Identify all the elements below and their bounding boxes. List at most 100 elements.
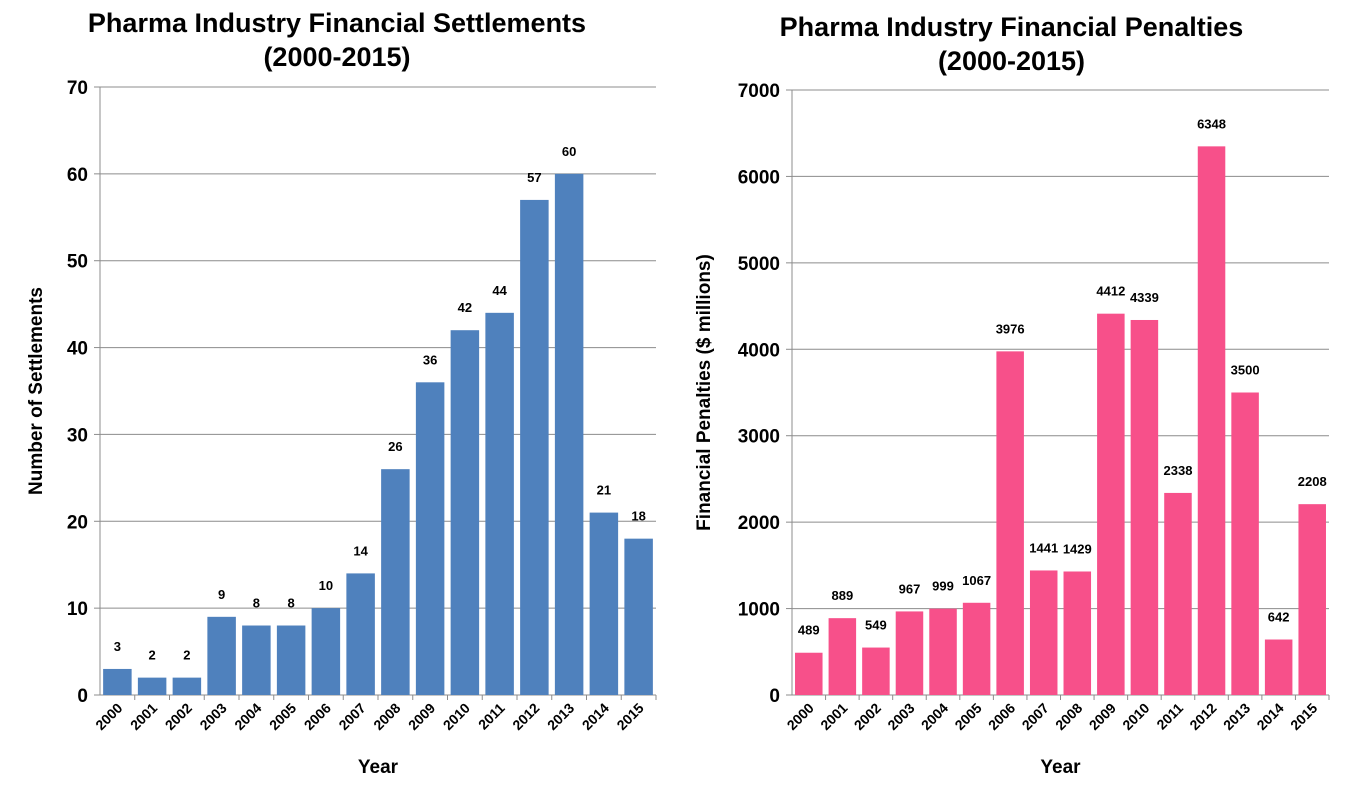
x-tick-label: 2012 (1186, 700, 1219, 733)
bar (929, 608, 957, 695)
x-axis-title: Year (1040, 757, 1081, 778)
y-tick-label: 60 (67, 165, 88, 186)
penalties-chart: Pharma Industry Financial Penalties (200… (674, 0, 1349, 790)
bar (381, 469, 410, 695)
chart-title-line-1: Pharma Industry Financial Settlements (87, 8, 587, 38)
x-tick-label: 2014 (1253, 700, 1286, 733)
bar (207, 616, 236, 695)
bar (1298, 504, 1326, 695)
chart-title: Pharma Industry Financial Penalties (200… (674, 10, 1349, 78)
x-axis-title: Year (358, 757, 399, 778)
x-tick-label: 2000 (784, 700, 817, 733)
data-label: 3 (114, 639, 121, 654)
chart-title: Pharma Industry Financial Settlements (2… (0, 6, 674, 74)
data-label: 967 (899, 581, 921, 596)
data-label: 489 (798, 623, 820, 638)
x-tick-label: 2005 (266, 700, 299, 733)
x-tick-label: 2013 (1220, 700, 1253, 733)
y-tick-label: 5000 (738, 254, 780, 275)
data-label: 3976 (996, 321, 1025, 336)
data-label: 1429 (1063, 541, 1092, 556)
bar (828, 618, 857, 695)
x-tick-label: 2004 (231, 700, 264, 733)
data-label: 6348 (1197, 116, 1226, 131)
x-tick-label: 2008 (370, 700, 403, 733)
settlements-chart: Pharma Industry Financial Settlements (2… (0, 0, 674, 790)
bar (242, 625, 271, 695)
bar (862, 647, 890, 695)
y-axis-title: Financial Penalties ($ millions) (694, 254, 715, 531)
x-tick-label: 2001 (817, 700, 850, 733)
penalties-chart-plot: 0 1000 2000 3000 4000 5000 6000 7000 489 2000 889 2… (694, 81, 1330, 778)
x-tick-label: 2009 (1086, 700, 1119, 733)
bar (1231, 392, 1259, 695)
y-tick-label: 50 (67, 252, 88, 273)
data-label: 2 (183, 648, 190, 663)
data-label: 57 (527, 170, 541, 185)
x-tick-label: 2001 (127, 700, 160, 733)
data-label: 10 (319, 578, 333, 593)
bar (1264, 639, 1293, 695)
bar (589, 512, 619, 695)
bar (1130, 319, 1159, 695)
data-label: 8 (253, 596, 260, 611)
x-tick-label: 2002 (851, 700, 884, 733)
y-tick-label: 0 (77, 686, 88, 707)
data-label: 4339 (1130, 290, 1159, 305)
x-tick-label: 2010 (1119, 700, 1152, 733)
data-label: 8 (288, 596, 295, 611)
x-tick-label: 2004 (918, 700, 951, 733)
data-label: 2208 (1298, 474, 1327, 489)
y-tick-label: 3000 (738, 427, 780, 448)
bar (895, 611, 924, 695)
bar (346, 573, 375, 695)
data-label: 26 (388, 439, 402, 454)
y-tick-label: 6000 (738, 167, 780, 188)
x-tick-label: 2002 (162, 700, 195, 733)
bar (624, 538, 653, 695)
y-tick-label: 40 (67, 339, 88, 360)
data-label: 36 (423, 352, 437, 367)
y-tick-label: 30 (67, 425, 88, 446)
bar (1097, 313, 1125, 695)
chart-title-line-1: Pharma Industry Financial Penalties (779, 12, 1244, 42)
data-label: 9 (218, 587, 225, 602)
bar (415, 382, 445, 695)
bar (276, 625, 306, 695)
x-tick-label: 2014 (579, 700, 612, 733)
data-label: 999 (932, 579, 954, 594)
data-label: 14 (353, 543, 368, 558)
y-tick-label: 2000 (738, 513, 780, 534)
chart-title-line-2: (2000-2015) (263, 42, 411, 72)
data-label: 4412 (1096, 284, 1125, 299)
data-label: 642 (1268, 610, 1290, 625)
data-label: 549 (865, 618, 887, 633)
data-label: 18 (631, 509, 645, 524)
x-tick-label: 2010 (440, 700, 473, 733)
bar (311, 608, 341, 695)
x-tick-label: 2015 (613, 700, 646, 733)
x-tick-label: 2003 (196, 700, 229, 733)
data-label: 3500 (1231, 363, 1260, 378)
bar (485, 312, 514, 695)
y-tick-label: 0 (769, 686, 780, 707)
bar (103, 668, 132, 695)
x-tick-label: 2006 (985, 700, 1018, 733)
chart-title-line-2: (2000-2015) (937, 46, 1086, 76)
data-label: 21 (597, 483, 611, 498)
bar (1164, 492, 1192, 695)
y-axis-title: Number of Settlements (26, 287, 47, 495)
bar (795, 652, 823, 695)
data-label: 2338 (1164, 463, 1193, 478)
y-tick-label: 10 (67, 599, 88, 620)
y-tick-label: 7000 (738, 81, 780, 102)
data-label: 42 (458, 300, 472, 315)
data-label: 1441 (1029, 540, 1058, 555)
y-tick-label: 4000 (738, 340, 780, 361)
y-tick-label: 1000 (738, 600, 780, 621)
bar (1029, 570, 1058, 695)
x-tick-label: 2006 (301, 700, 334, 733)
x-tick-label: 2007 (1018, 700, 1051, 733)
bar (450, 330, 480, 695)
x-tick-label: 2009 (405, 700, 438, 733)
